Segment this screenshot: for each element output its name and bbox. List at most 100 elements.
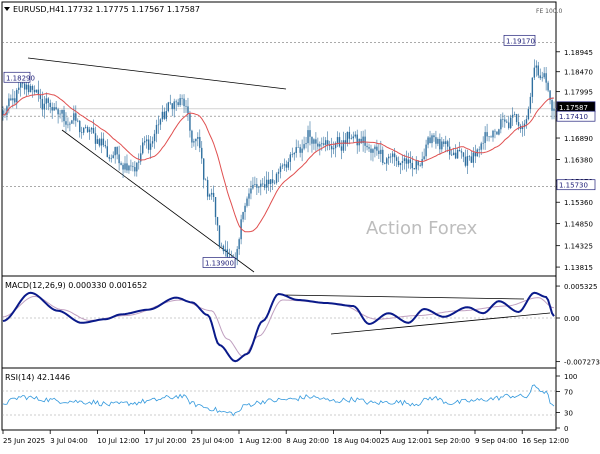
candle-body	[177, 102, 179, 106]
candle-body	[405, 158, 408, 164]
candle-body	[110, 157, 112, 159]
candle-body	[441, 141, 443, 150]
rsi-tick-label: 0	[564, 425, 568, 433]
price-tick-label: 1.14325	[564, 243, 593, 251]
candle-body	[494, 130, 496, 132]
candle-body	[142, 142, 144, 154]
candle-body	[224, 249, 227, 252]
candle-body	[163, 111, 166, 119]
candle-body	[43, 103, 46, 110]
candle-body	[356, 134, 358, 146]
candle-body	[395, 157, 398, 161]
candle-body	[252, 184, 254, 189]
candle-body	[391, 153, 394, 157]
candle-body	[191, 130, 193, 143]
candle-body	[81, 132, 83, 133]
time-tick-label: 1 Aug 12:00	[239, 437, 282, 445]
candle-body	[248, 193, 250, 199]
candle-body	[29, 85, 32, 93]
candle-body	[388, 156, 390, 159]
candle-body	[409, 159, 412, 163]
candle-body	[303, 144, 305, 149]
price-levels	[2, 42, 556, 188]
price-tick-label: 1.18945	[564, 49, 593, 57]
time-tick-label: 9 Sep 04:00	[475, 437, 517, 445]
candle-body	[362, 136, 364, 144]
candle-body	[484, 132, 486, 143]
candle-body	[317, 143, 319, 147]
macd-main-line	[2, 291, 555, 363]
time-tick-label: 18 Aug 04:00	[333, 437, 380, 445]
candle-body	[21, 83, 24, 84]
candle-body	[104, 145, 107, 147]
candle-body	[244, 205, 246, 213]
candle-body	[537, 65, 539, 76]
candle-body	[130, 165, 132, 167]
candle-body	[250, 188, 252, 194]
lower-trendline	[61, 129, 255, 273]
swing-high-label-box	[503, 34, 536, 46]
candle-body	[531, 77, 534, 97]
candle-body	[478, 149, 480, 151]
candle-body	[41, 98, 44, 110]
candle-body	[193, 141, 195, 143]
candle-body	[407, 159, 410, 164]
candle-body	[506, 121, 508, 123]
candle-body	[124, 163, 126, 170]
candle-body	[488, 136, 490, 138]
candle-body	[16, 89, 18, 103]
candle-body	[143, 141, 146, 143]
candle-body	[31, 85, 34, 90]
candle-body	[498, 129, 500, 135]
candle-body	[511, 114, 514, 118]
candle-body	[458, 149, 461, 152]
macd-axis: 0.005325 0.00 -0.007273	[556, 283, 600, 367]
candle-body	[8, 98, 10, 107]
candle-body	[543, 73, 545, 78]
candle-body	[98, 139, 101, 146]
candle-body	[500, 119, 502, 130]
time-axis: 25 Jun 2025 3 Jul 04:00 10 Jul 12:00 17 Jul…	[2, 430, 569, 445]
ohlc-values: 1.17732 1.17775 1.17567 1.17587	[60, 5, 200, 14]
candle-body	[79, 120, 81, 133]
candle-body	[443, 141, 445, 145]
candle-body	[59, 113, 61, 115]
candle-body	[328, 144, 331, 147]
candle-body	[175, 101, 177, 103]
trendlines	[27, 57, 287, 273]
candle-body	[439, 139, 441, 150]
candle-body	[360, 138, 362, 144]
candle-body	[77, 120, 79, 122]
candle-body	[173, 101, 175, 110]
price-tick-label: 1.16380	[564, 156, 593, 164]
candle-body	[525, 119, 528, 124]
candle-body	[376, 146, 378, 151]
candle-body	[185, 106, 187, 107]
rsi-tick-label: 30	[564, 409, 573, 417]
candle-body	[454, 152, 457, 159]
candle-body	[354, 134, 356, 137]
level-high-label-box	[556, 110, 596, 122]
candle-body	[344, 140, 347, 144]
candle-body	[226, 249, 229, 257]
candle-body	[208, 194, 211, 197]
candle-body	[527, 109, 530, 120]
candle-body	[246, 198, 248, 206]
candle-body	[460, 151, 463, 153]
candle-body	[96, 139, 99, 144]
candle-body	[69, 123, 71, 125]
price-tick-label: 1.15360	[564, 199, 593, 207]
candle-body	[393, 153, 396, 158]
candle-body	[419, 165, 421, 166]
candle-body	[75, 113, 77, 121]
candle-body	[513, 114, 516, 115]
swing-high-label: 1.19170	[506, 37, 535, 45]
candle-body	[325, 140, 327, 145]
rsi-axis: 100 70 30 0	[556, 373, 577, 433]
candle-body	[51, 107, 53, 111]
candle-body	[510, 117, 512, 129]
dropdown-triangle-icon	[4, 7, 10, 11]
swing-low-label: 1.13900	[205, 260, 234, 268]
candle-body	[118, 154, 120, 164]
candle-body	[262, 183, 264, 185]
